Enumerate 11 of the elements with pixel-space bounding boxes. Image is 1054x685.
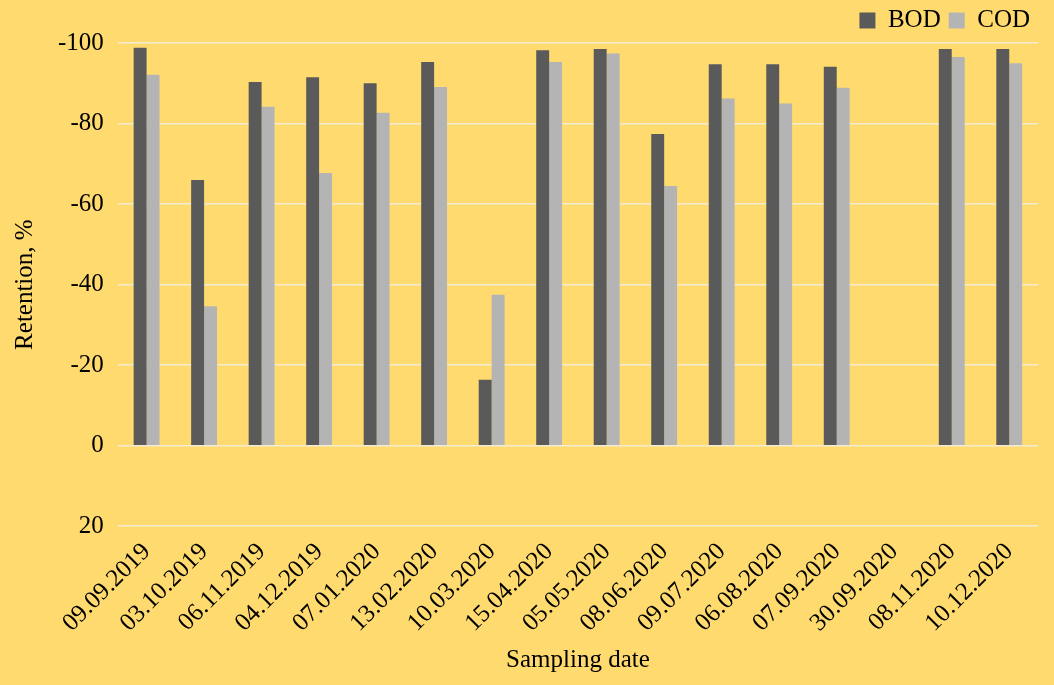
legend-label: COD <box>977 5 1031 33</box>
x-axis-title: Sampling date <box>506 644 650 672</box>
legend-label: BOD <box>887 5 941 33</box>
y-axis-title: Retention, % <box>9 219 37 350</box>
y-tick-label: 0 <box>91 430 104 458</box>
y-tick-label: -20 <box>70 349 104 377</box>
y-tick-label: -100 <box>58 27 104 55</box>
y-tick-label: -60 <box>70 188 104 216</box>
y-tick-label: 20 <box>78 510 104 538</box>
y-tick-label: -80 <box>70 108 104 136</box>
y-tick-label: -40 <box>70 269 104 297</box>
